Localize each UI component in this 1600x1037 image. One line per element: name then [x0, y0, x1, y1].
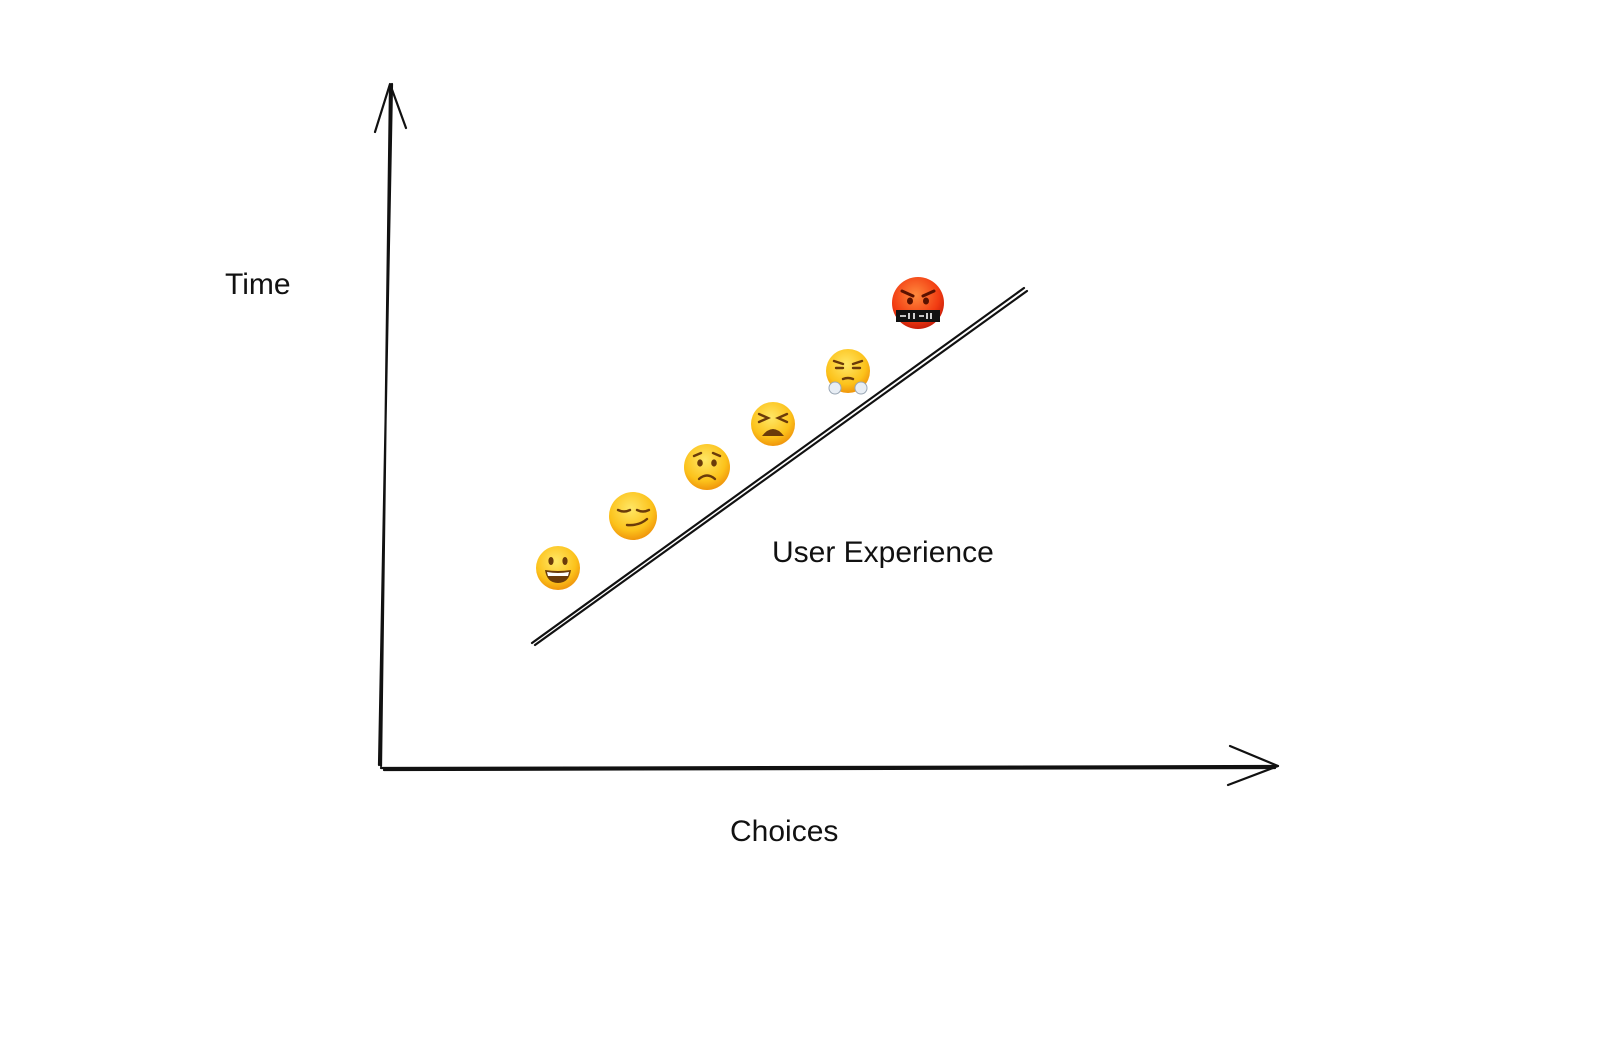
trend-line: [530, 286, 1029, 647]
emoji-grinning: [536, 546, 580, 590]
x-axis-arrow: [1226, 744, 1280, 787]
x-axis-label: Choices: [730, 815, 838, 848]
y-axis-arrow: [373, 82, 408, 134]
emoji-worried: [684, 444, 730, 490]
x-axis: [379, 764, 1280, 772]
line-label: User Experience: [772, 536, 994, 569]
y-axis-label: Time: [225, 268, 291, 301]
emoji-cursing: [892, 277, 944, 329]
emoji-smirk: [609, 492, 657, 540]
emoji-huff: [826, 349, 870, 395]
emoji-tired: [751, 402, 795, 446]
y-axis: [377, 82, 394, 768]
